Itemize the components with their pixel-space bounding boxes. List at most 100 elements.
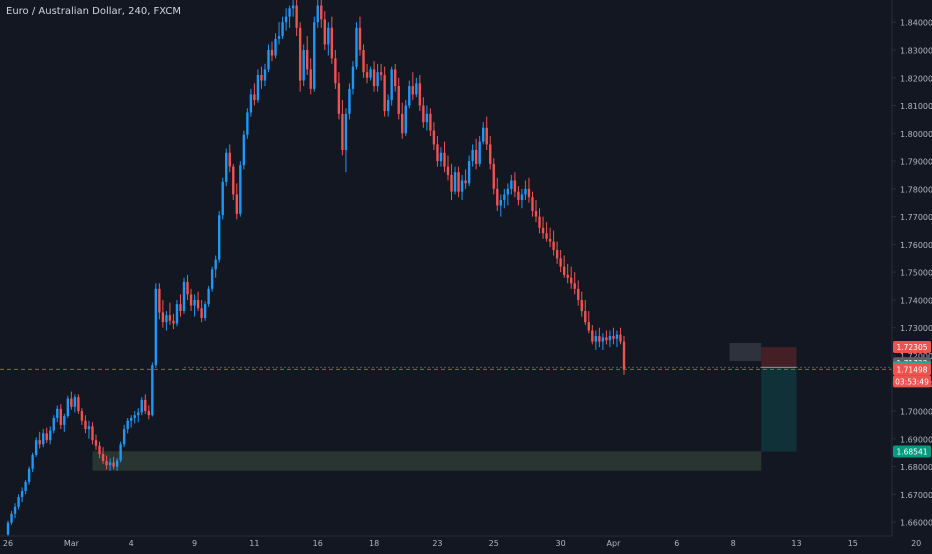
candle-body	[242, 134, 246, 166]
candle-body	[298, 27, 302, 81]
price-tick-label: 1.77000	[900, 213, 932, 222]
candle-body	[439, 152, 443, 162]
candle-body	[59, 408, 62, 425]
candle-body	[49, 430, 52, 441]
price-badge-label: 1.72305	[896, 343, 927, 352]
candle-body	[27, 468, 31, 482]
candle-body	[270, 49, 274, 56]
candle-body	[341, 113, 344, 150]
candle-body	[496, 188, 499, 206]
candle-body	[112, 462, 115, 467]
candle-body	[158, 288, 161, 313]
candle-body	[108, 462, 112, 466]
price-tick-label: 1.80000	[900, 130, 932, 139]
candle-body	[327, 27, 330, 45]
candle-body	[619, 334, 622, 342]
candle-body	[193, 299, 196, 306]
price-tick-label: 1.81000	[900, 102, 932, 111]
candle-body	[73, 397, 77, 407]
time-tick-label: 23	[432, 539, 442, 548]
time-tick-label: 18	[369, 539, 379, 548]
candle-body	[70, 398, 73, 407]
candle-body	[464, 180, 467, 184]
price-tick-label: 1.82000	[900, 74, 932, 83]
candle-body	[63, 416, 66, 425]
candle-body	[418, 83, 422, 106]
candle-body	[179, 304, 182, 312]
time-tick-label: 9	[192, 539, 197, 548]
candle-body	[460, 180, 464, 192]
price-tick-label: 1.75000	[900, 269, 932, 278]
candle-body	[506, 188, 510, 195]
candle-body	[246, 112, 249, 135]
candle-body	[580, 299, 583, 312]
time-tick-label: 30	[556, 539, 566, 548]
candle-body	[376, 72, 379, 87]
candle-body	[34, 440, 38, 455]
candle-body	[365, 72, 369, 78]
candle-body	[429, 113, 432, 131]
price-tick-label: 1.83000	[900, 46, 932, 55]
candle-body	[622, 341, 626, 370]
candle-body	[165, 315, 168, 323]
candle-body	[499, 199, 502, 206]
candle-body	[443, 152, 446, 167]
candle-body	[277, 36, 281, 39]
candle-body	[144, 399, 147, 412]
candle-body	[492, 163, 495, 189]
candle-body	[383, 74, 386, 112]
candle-body	[295, 5, 298, 28]
candle-body	[130, 417, 133, 421]
price-tick-label: 1.76000	[900, 241, 932, 250]
candle-body	[330, 27, 334, 59]
candle-body	[42, 433, 45, 445]
candle-body	[577, 288, 580, 300]
candle-body	[351, 66, 355, 89]
candle-body	[239, 165, 242, 214]
candle-body	[474, 149, 478, 164]
candle-body	[397, 86, 400, 114]
candle-body	[218, 215, 221, 260]
candle-body	[450, 174, 453, 192]
price-tick-label: 1.73000	[900, 324, 932, 333]
candle-body	[601, 337, 605, 342]
candle-body	[527, 188, 531, 198]
price-tick-label: 1.70000	[900, 408, 932, 417]
candle-body	[594, 336, 598, 342]
candle-body	[436, 144, 439, 162]
candle-body	[306, 49, 309, 70]
candle-body	[77, 397, 80, 412]
price-tick-label: 1.69000	[900, 435, 932, 444]
candle-body	[615, 334, 619, 339]
candle-body	[598, 336, 601, 342]
price-tick-label: 1.78000	[900, 185, 932, 194]
candle-body	[323, 19, 326, 45]
candle-body	[87, 426, 91, 430]
time-tick-label: 16	[313, 539, 323, 548]
price-tick-label: 1.68000	[900, 463, 932, 472]
price-badge-label: 03:53:49	[895, 377, 929, 386]
candle-body	[256, 74, 260, 100]
candle-body	[369, 69, 372, 78]
candle-body	[591, 330, 594, 342]
price-badge-tp	[893, 445, 931, 458]
candle-body	[66, 398, 70, 417]
candle-body	[221, 181, 224, 216]
time-tick-label: Apr	[607, 539, 622, 548]
time-tick-label: 11	[249, 539, 259, 548]
candle-body	[482, 127, 485, 142]
candle-body	[210, 269, 214, 289]
candle-body	[260, 74, 263, 81]
candle-body	[559, 258, 562, 267]
candle-body	[207, 288, 210, 305]
candle-body	[379, 72, 383, 75]
price-badge-label: 1.68541	[896, 448, 927, 457]
time-tick-label: 15	[848, 539, 858, 548]
candle-body	[538, 216, 541, 228]
candle-body	[175, 304, 179, 324]
candle-body	[119, 444, 122, 461]
candle-body	[263, 69, 267, 81]
candle-body	[274, 38, 277, 56]
